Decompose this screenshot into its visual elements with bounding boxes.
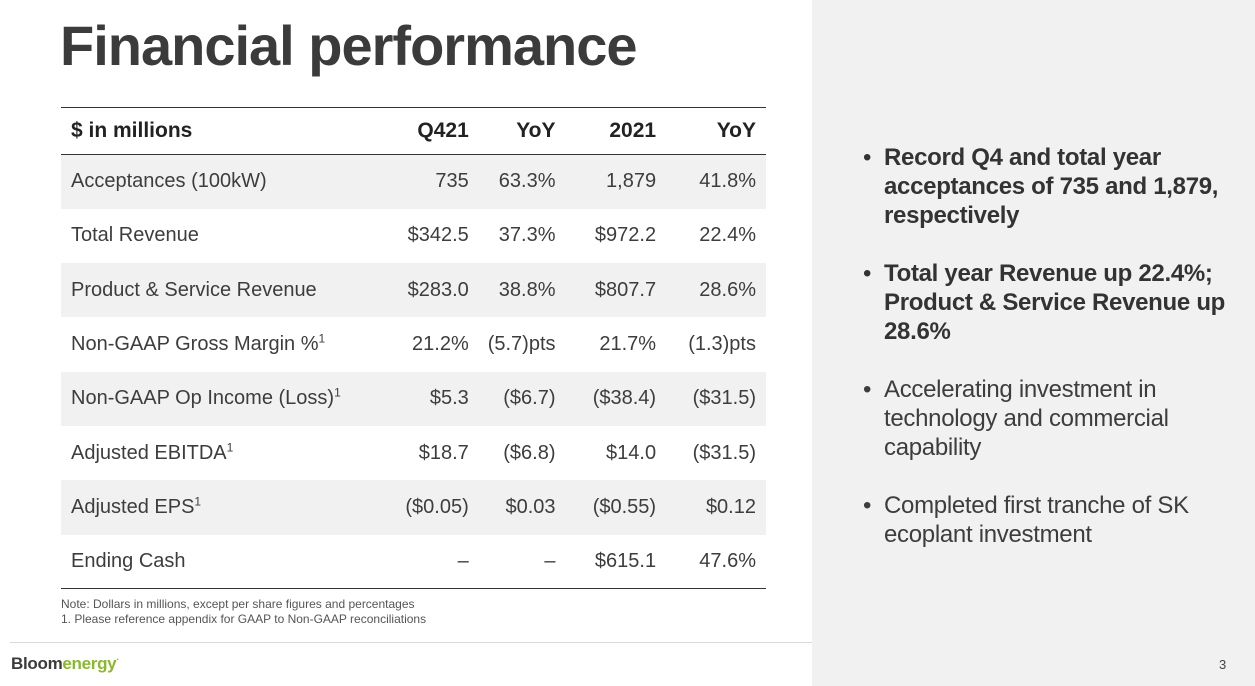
cell-2021: ($0.55): [592, 495, 657, 518]
row-label: Non-GAAP Op Income (Loss)1: [61, 372, 383, 426]
header-q421: Q421: [417, 119, 469, 142]
highlight-bullet: Total year Revenue up 22.4%; Product & S…: [862, 259, 1242, 346]
row-label-text: Total Revenue: [71, 224, 199, 247]
cell-yoy-year: ($31.5): [692, 441, 756, 464]
highlight-bullet: Record Q4 and total year acceptances of …: [862, 143, 1242, 230]
cell-yoy-q4: 63.3%: [498, 170, 556, 193]
cell-yoy-q4: –: [544, 549, 556, 572]
cell-yoy-year: 22.4%: [699, 224, 756, 247]
row-label-text: Ending Cash: [71, 549, 186, 572]
cell-yoy-q4: 37.3%: [498, 224, 556, 247]
table-row: Non-GAAP Op Income (Loss)1 $5.3 ($6.7) (…: [61, 371, 766, 426]
cell-2021: $972.2: [594, 224, 657, 247]
cell-yoy-q4: 38.8%: [498, 278, 556, 301]
header-units: $ in millions: [71, 119, 193, 142]
bloom-energy-logo: Bloomenergy·: [11, 654, 119, 674]
cell-yoy-year: 41.8%: [699, 170, 756, 193]
header-2021: 2021: [609, 119, 657, 142]
table-row: Acceptances (100kW) 735 63.3% 1,879 41.8…: [61, 154, 766, 209]
table-row: Total Revenue $342.5 37.3% $972.2 22.4%: [61, 209, 766, 263]
header-yoy-q4: YoY: [516, 119, 556, 142]
logo-text-bloom: Bloom: [11, 654, 63, 673]
cell-2021: $615.1: [594, 549, 657, 572]
footnote-marker: 1: [318, 331, 326, 346]
row-label-text: Acceptances (100kW): [71, 170, 267, 193]
cell-yoy-q4: (5.7)pts: [487, 333, 556, 356]
cell-q421: $283.0: [407, 278, 469, 301]
note-line: 1. Please reference appendix for GAAP to…: [61, 612, 427, 626]
cell-2021: ($38.4): [592, 387, 657, 410]
cell-yoy-year: $0.12: [705, 495, 756, 518]
cell-2021: $807.7: [594, 278, 657, 301]
page-number: 3: [1219, 657, 1227, 672]
row-label-text: Non-GAAP Op Income (Loss): [71, 387, 335, 410]
note-line: Note: Dollars in millions, except per sh…: [61, 597, 415, 611]
cell-yoy-year: ($31.5): [692, 387, 756, 410]
row-label: Product & Service Revenue: [61, 263, 383, 317]
logo-mark: ·: [116, 654, 120, 665]
cell-yoy-year: 28.6%: [699, 278, 756, 301]
row-label-text: Adjusted EPS: [71, 495, 195, 518]
row-label: Non-GAAP Gross Margin %1: [61, 317, 383, 371]
table-row: Adjusted EPS1 ($0.05) $0.03 ($0.55) $0.1…: [61, 480, 766, 535]
cell-yoy-q4: ($6.7): [503, 387, 556, 410]
row-label: Ending Cash: [61, 535, 383, 589]
cell-q421: $5.3: [429, 387, 469, 410]
financial-table: $ in millions Q421 YoY 2021 YoY Acceptan…: [61, 107, 766, 589]
cell-2021: 21.7%: [599, 333, 657, 356]
footnote-marker: 1: [226, 439, 234, 454]
row-label-text: Non-GAAP Gross Margin %: [71, 333, 319, 356]
row-label: Adjusted EBITDA1: [61, 426, 383, 480]
cell-q421: $18.7: [418, 441, 469, 464]
footnote-marker: 1: [194, 494, 202, 509]
row-label-text: Adjusted EBITDA: [71, 441, 227, 464]
table-row: Ending Cash – – $615.1 47.6%: [61, 535, 766, 589]
table-row: Adjusted EBITDA1 $18.7 ($6.8) $14.0 ($31…: [61, 426, 766, 480]
row-label: Acceptances (100kW): [61, 155, 383, 209]
table-row: Non-GAAP Gross Margin %1 21.2% (5.7)pts …: [61, 317, 766, 371]
cell-q421: 21.2%: [412, 333, 469, 356]
row-label: Adjusted EPS1: [61, 480, 383, 534]
page-title: Financial performance: [60, 14, 638, 77]
row-label-text: Product & Service Revenue: [71, 278, 317, 301]
cell-2021: $14.0: [606, 441, 657, 464]
cell-q421: –: [457, 549, 469, 572]
footer-divider: [10, 642, 812, 643]
highlight-bullet: Accelerating investment in technology an…: [862, 375, 1242, 462]
cell-yoy-q4: ($6.8): [503, 441, 556, 464]
table-header-row: $ in millions Q421 YoY 2021 YoY: [61, 107, 766, 155]
footnotes: Note: Dollars in millions, except per sh…: [61, 597, 426, 627]
cell-2021: 1,879: [606, 170, 657, 193]
cell-q421: 735: [435, 170, 469, 193]
cell-yoy-q4: $0.03: [505, 495, 556, 518]
footnote-marker: 1: [334, 385, 341, 400]
logo-text-energy: energy: [62, 654, 117, 673]
cell-q421: $342.5: [407, 224, 469, 247]
cell-q421: ($0.05): [405, 495, 469, 518]
highlight-bullet: Completed first tranche of SK ecoplant i…: [862, 491, 1242, 549]
cell-yoy-year: 47.6%: [699, 549, 756, 572]
row-label: Total Revenue: [61, 209, 383, 263]
highlights-list: Record Q4 and total year acceptances of …: [862, 143, 1242, 578]
table-row: Product & Service Revenue $283.0 38.8% $…: [61, 263, 766, 318]
cell-yoy-year: (1.3)pts: [688, 333, 756, 356]
header-yoy-year: YoY: [716, 119, 756, 142]
